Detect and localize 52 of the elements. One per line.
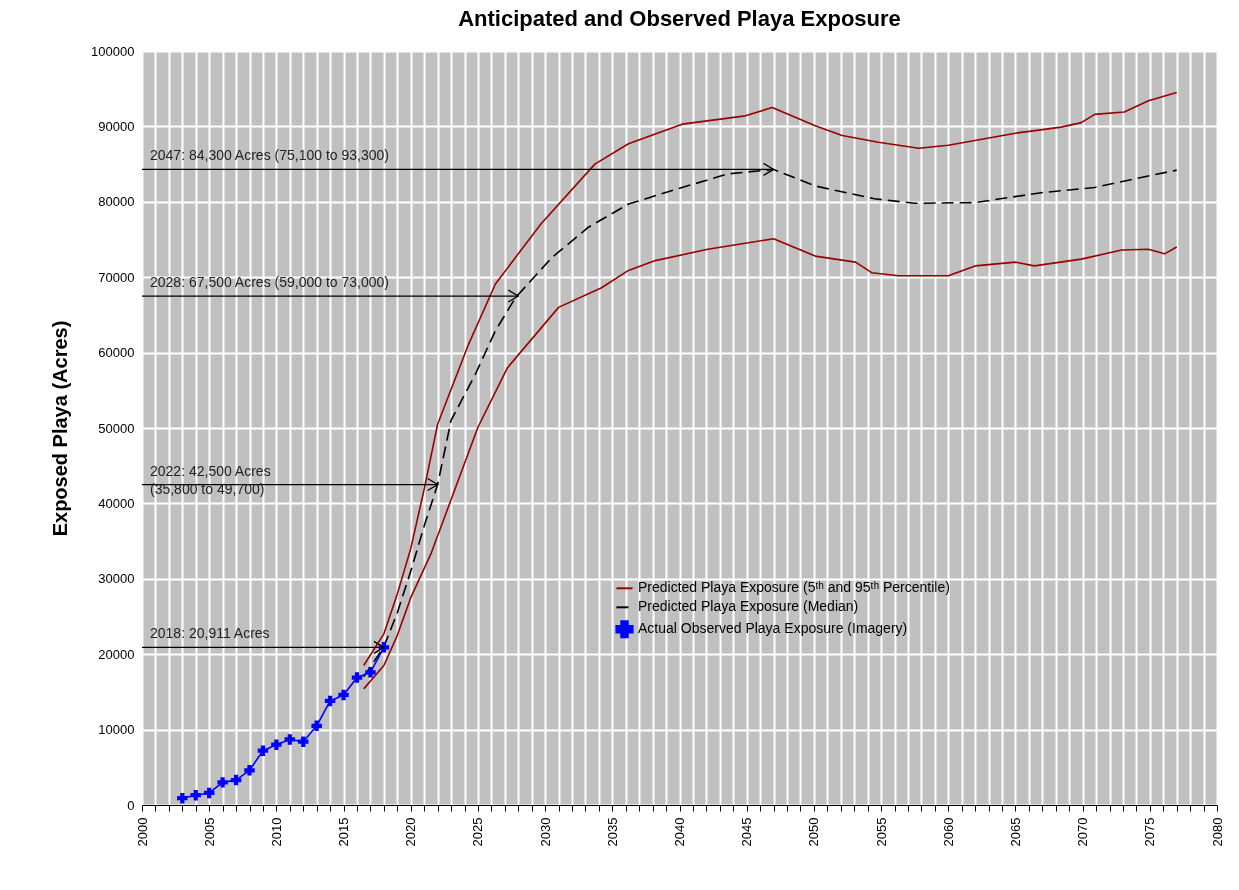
point <box>230 774 242 786</box>
x-tick-label: 2045 <box>739 817 755 847</box>
x-tick-label: 2035 <box>604 817 620 847</box>
point <box>177 792 188 804</box>
x-tick-label: 2020 <box>403 817 419 847</box>
y-tick-label: 10000 <box>98 722 135 738</box>
x-tick-label: 2060 <box>940 817 956 847</box>
annotation: 2047: 84,300 Acres (75,100 to 93,300) <box>150 147 389 164</box>
y-tick-label: 60000 <box>98 345 135 361</box>
x-tick-label: 2025 <box>470 817 486 847</box>
x-tick-label: 2080 <box>1209 817 1225 847</box>
y-tick-label: 100000 <box>91 43 135 59</box>
y-tick-label: 40000 <box>98 495 135 511</box>
point <box>351 672 363 683</box>
x-tick-label: 2065 <box>1007 817 1023 847</box>
y-tick-label: 70000 <box>98 269 135 285</box>
x-tick-label: 2055 <box>873 817 889 847</box>
point <box>203 787 215 799</box>
point <box>190 789 201 801</box>
legend-label: Predicted Playa Exposure (5ᵗʰ and 95ᵗʰ Percentile) <box>638 579 950 596</box>
x-tick-label: 2005 <box>201 817 217 847</box>
point <box>217 777 228 788</box>
x-tick-label: 2015 <box>336 817 352 847</box>
x-tick-label: 2010 <box>268 817 284 847</box>
point <box>298 736 309 747</box>
point <box>338 689 349 701</box>
point <box>244 765 255 776</box>
x-tick-label: 2040 <box>672 817 687 847</box>
point <box>257 745 269 756</box>
annotation: 2022: 42,500 Acres (35,800 to 49,700) <box>150 462 271 497</box>
y-tick-label: 50000 <box>98 420 135 436</box>
y-tick-label: 20000 <box>98 646 135 662</box>
chart-title: Anticipated and Observed Playa Exposure <box>458 6 901 31</box>
x-tick-label: 2075 <box>1142 817 1158 847</box>
x-tick-label: 2050 <box>806 817 822 847</box>
annotation: 2028: 67,500 Acres (59,000 to 73,000) <box>150 274 389 291</box>
point <box>311 720 322 732</box>
y-tick-label: 0 <box>127 797 135 813</box>
point <box>284 734 296 745</box>
x-tick-label: 2070 <box>1075 817 1091 847</box>
y-tick-label: 80000 <box>98 194 135 210</box>
point <box>324 695 336 707</box>
annotation: 2018: 20,911 Acres <box>150 625 270 642</box>
legend-label: Actual Observed Playa Exposure (Imagery) <box>638 620 908 637</box>
x-tick-label: 2030 <box>537 817 553 847</box>
point <box>365 667 376 678</box>
y-axis-title: Exposed Playa (Acres) <box>49 320 72 537</box>
point <box>271 739 282 750</box>
x-tick-label: 2000 <box>134 817 150 847</box>
y-tick-label: 90000 <box>98 118 135 134</box>
legend-label: Predicted Playa Exposure (Median) <box>638 598 859 615</box>
y-tick-label: 30000 <box>98 571 135 587</box>
